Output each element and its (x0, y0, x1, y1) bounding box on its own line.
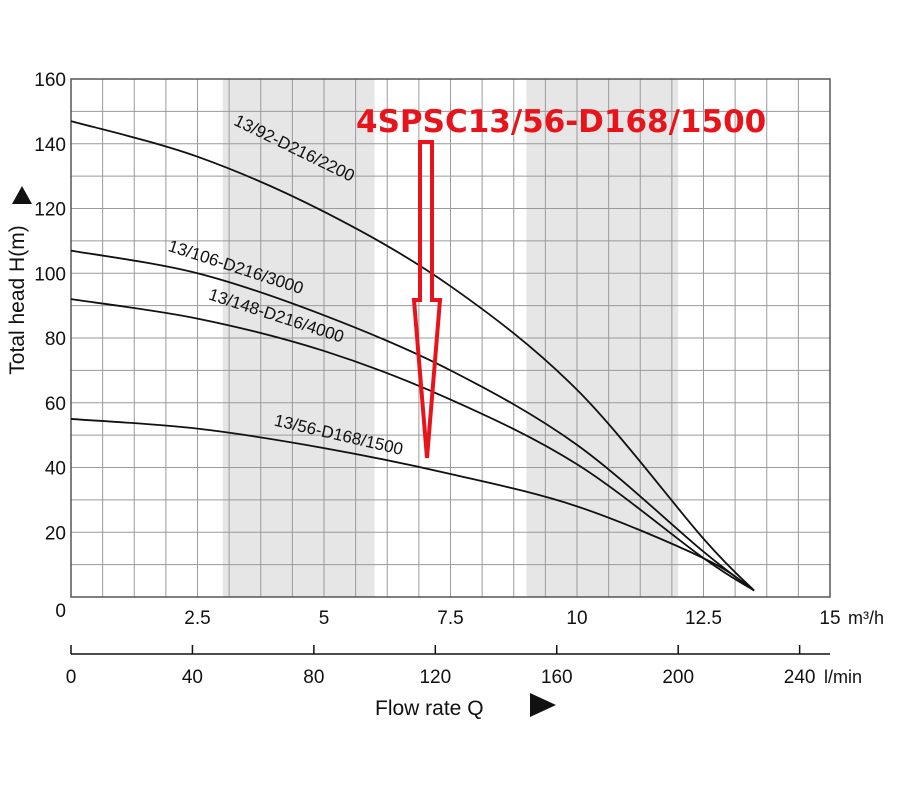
x-tick-label-m3h: 5 (319, 608, 330, 629)
y-tick-labels: 0 20 40 60 80 100 120 140 160 (34, 70, 66, 622)
x-tick-label-lmin: 160 (541, 667, 573, 688)
y-tick-label: 160 (34, 70, 66, 91)
x-tick-label-m3h: 10 (566, 608, 587, 629)
performance-curves (70, 120, 755, 592)
curve-2 (70, 298, 755, 592)
x-axis-title: Flow rate Q (375, 697, 484, 720)
x-tick-labels-lmin: 0 40 80 120 160 200 240 (66, 645, 816, 688)
x-tick-label-lmin: 80 (303, 667, 324, 688)
x-tick-label-m3h: 12.5 (685, 608, 722, 629)
curve-1 (70, 249, 755, 592)
x-tick-label-m3h: 7.5 (437, 608, 463, 629)
curve-0 (70, 120, 755, 592)
plot-frame (70, 78, 831, 598)
x-tick-label-lmin: 200 (662, 667, 694, 688)
highlight-label: 4SPSC13/56-D168/1500 (356, 104, 766, 140)
x-tick-labels-m3h: 2.5 5 7.5 10 12.5 15 (184, 608, 840, 629)
y-axis-title: Total head H(m) (6, 225, 29, 374)
x-tick-label-lmin: 0 (66, 667, 77, 688)
y-tick-label: 120 (34, 200, 66, 221)
x-unit-primary: m³/h (848, 608, 884, 628)
y-tick-label: 140 (34, 135, 66, 156)
y-tick-label: 40 (45, 459, 66, 480)
x-tick-label-m3h: 2.5 (184, 608, 210, 629)
highlight-arrow-icon (411, 140, 443, 459)
y-tick-label: 100 (34, 264, 66, 285)
x-tick-label-lmin: 120 (419, 667, 451, 688)
x-tick-label-lmin: 40 (182, 667, 203, 688)
x-unit-secondary: l/min (824, 667, 862, 687)
x-tick-label-m3h: 15 (819, 608, 840, 629)
y-tick-label: 60 (45, 394, 66, 415)
x-tick-label-lmin: 240 (784, 667, 816, 688)
x-axis-arrow-icon (530, 693, 556, 717)
y-tick-label: 0 (55, 601, 66, 622)
y-axis-arrow-icon (12, 186, 32, 204)
y-tick-label: 80 (45, 329, 66, 350)
grid-lines (70, 78, 831, 598)
y-tick-label: 20 (45, 523, 66, 544)
curve-3 (70, 418, 755, 592)
